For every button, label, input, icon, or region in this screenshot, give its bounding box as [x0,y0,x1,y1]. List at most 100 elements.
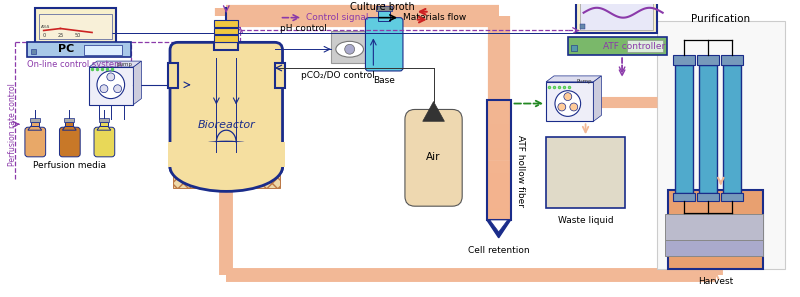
Bar [488,184,510,196]
Text: 0: 0 [42,33,46,38]
Text: pH control: pH control [279,24,326,34]
Polygon shape [546,76,602,82]
Bar [214,42,238,50]
Bar [669,190,763,269]
Bar [580,0,653,29]
Bar [699,65,717,193]
Bar [697,193,719,201]
Polygon shape [422,102,445,121]
Circle shape [345,44,354,54]
Bar [488,196,510,208]
Bar [722,65,741,193]
Bar [487,99,510,220]
Bar [576,0,657,34]
FancyBboxPatch shape [25,127,46,157]
Bar [697,55,719,65]
Bar [627,40,662,52]
Bar [488,173,510,184]
Bar [657,20,785,269]
Bar [488,208,510,220]
Text: ATF controller: ATF controller [603,42,666,51]
Bar [546,137,625,208]
Bar [721,55,742,65]
Bar [488,148,510,160]
Circle shape [100,85,108,93]
Text: Waste liquid: Waste liquid [558,216,614,225]
Circle shape [114,85,122,93]
Text: Control signal: Control signal [306,13,369,22]
Polygon shape [62,126,76,130]
Ellipse shape [170,142,282,191]
Bar [488,101,510,113]
Text: Materials flow: Materials flow [403,13,466,22]
Polygon shape [97,126,110,130]
Bar [721,193,742,201]
Circle shape [97,71,125,99]
Bar [568,37,666,55]
Text: Base: Base [374,76,395,85]
Bar [665,240,763,255]
Bar [665,214,763,240]
Bar [376,6,392,11]
Text: 25: 25 [58,33,64,38]
Bar [84,45,122,55]
Bar [378,11,390,20]
Bar [214,35,238,42]
Bar [214,28,238,34]
Bar [30,118,40,122]
Text: Harvest: Harvest [698,277,734,286]
Bar [62,130,78,141]
FancyBboxPatch shape [366,18,403,71]
Bar [28,130,42,141]
Polygon shape [594,76,602,121]
Bar [214,20,238,26]
Polygon shape [487,220,510,238]
Bar [488,113,510,124]
Bar [274,63,285,88]
Bar [97,130,112,141]
Bar [31,49,36,54]
Bar [546,82,594,121]
Text: Perfusion rate control: Perfusion rate control [7,83,17,166]
Bar [27,42,130,57]
Bar [38,14,112,40]
Text: Perfusion media: Perfusion media [33,161,106,170]
Bar [580,23,585,29]
Bar [99,118,109,122]
FancyBboxPatch shape [59,127,80,157]
Bar [168,142,285,167]
Circle shape [564,93,572,101]
Text: A%S: A%S [41,25,50,29]
Text: Culture broth: Culture broth [350,2,414,12]
Text: PC: PC [58,44,74,54]
Text: ATF hollow fiber: ATF hollow fiber [517,135,526,207]
Text: Bioreactor: Bioreactor [198,120,255,130]
Bar [488,136,510,148]
Bar [570,45,577,51]
Text: 50: 50 [74,33,81,38]
FancyBboxPatch shape [170,42,282,175]
FancyBboxPatch shape [94,127,114,157]
FancyBboxPatch shape [405,110,462,206]
Text: Cell retention: Cell retention [468,246,530,255]
Circle shape [570,103,578,111]
Text: Air: Air [426,152,441,162]
Polygon shape [89,61,142,67]
Bar [89,67,134,105]
Bar [34,8,116,43]
Circle shape [558,103,566,111]
Bar [674,55,695,65]
Bar [675,65,693,193]
Bar [64,118,74,122]
Text: On-line control system: On-line control system [27,60,122,69]
Bar [168,63,178,88]
Bar [100,122,108,126]
Text: pCO₂/DO control: pCO₂/DO control [302,71,375,80]
Bar [66,122,74,126]
Bar [488,124,510,136]
Polygon shape [134,61,142,105]
Circle shape [107,73,114,81]
Bar [674,193,695,201]
Ellipse shape [336,41,363,57]
Bar [31,122,38,126]
